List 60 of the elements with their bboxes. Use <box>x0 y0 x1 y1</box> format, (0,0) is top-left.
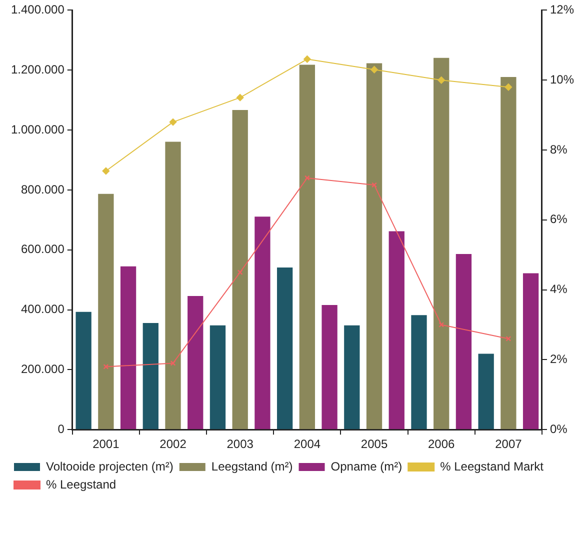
y-tick-label: 0 <box>58 422 65 436</box>
bar <box>366 63 382 430</box>
point <box>504 83 512 91</box>
y-tick-label: 1.200.000 <box>10 62 65 76</box>
bar <box>299 64 316 430</box>
y2-tick-label: 10% <box>550 72 574 86</box>
y-tick-label: 1.400.000 <box>10 2 65 17</box>
point <box>370 66 378 74</box>
x-tick-label: 2007 <box>495 437 522 452</box>
point <box>372 182 377 188</box>
bar <box>76 312 92 430</box>
bar <box>456 254 472 430</box>
bar <box>188 296 204 430</box>
bar <box>388 231 404 430</box>
y2-tick-label: 2% <box>550 352 568 366</box>
y2-tick-label: 12% <box>550 2 574 17</box>
legend-label: Opname (m²) <box>330 459 402 474</box>
bar <box>142 322 158 430</box>
y-tick-label: 600.000 <box>20 242 65 256</box>
legend-label: Voltooide projecten (m²) <box>46 459 174 474</box>
legend-label: Leegstand (m²) <box>211 459 293 474</box>
bar <box>254 216 270 430</box>
point <box>237 270 243 276</box>
point <box>236 94 244 102</box>
point <box>438 322 444 328</box>
x-tick-label: 2006 <box>428 437 456 452</box>
bar <box>500 77 516 430</box>
y2-tick-label: 8% <box>550 142 568 156</box>
y2-tick-label: 4% <box>550 282 568 296</box>
bar <box>434 58 450 430</box>
point <box>304 175 310 181</box>
legend-label: % Leegstand <box>46 477 116 492</box>
bar <box>210 325 226 430</box>
bar <box>98 194 114 430</box>
legend-label: % Leegstand Markt <box>440 459 544 474</box>
point <box>304 56 311 63</box>
y-tick-label: 800.000 <box>20 182 65 196</box>
x-tick-label: 2001 <box>92 437 120 452</box>
y-tick-label: 1.000.000 <box>10 122 65 136</box>
bar <box>522 273 539 430</box>
y-tick-label: 400.000 <box>20 302 65 316</box>
bar <box>411 315 427 430</box>
point <box>438 76 445 84</box>
bar <box>276 268 293 430</box>
bar <box>232 110 248 430</box>
x-tick-label: 2003 <box>226 437 254 452</box>
y2-tick-label: 6% <box>550 212 568 226</box>
y2-tick-label: 0% <box>550 422 568 436</box>
point <box>169 118 177 126</box>
x-tick-label: 2004 <box>294 437 321 452</box>
bar <box>322 304 338 430</box>
bar <box>165 142 181 430</box>
bar <box>120 266 136 430</box>
y-tick-label: 200.000 <box>20 362 65 376</box>
x-tick-label: 2005 <box>360 437 388 452</box>
x-tick-label: 2002 <box>160 437 187 452</box>
point <box>102 167 110 175</box>
point <box>170 360 176 366</box>
bar <box>478 354 494 430</box>
bar <box>344 325 360 430</box>
